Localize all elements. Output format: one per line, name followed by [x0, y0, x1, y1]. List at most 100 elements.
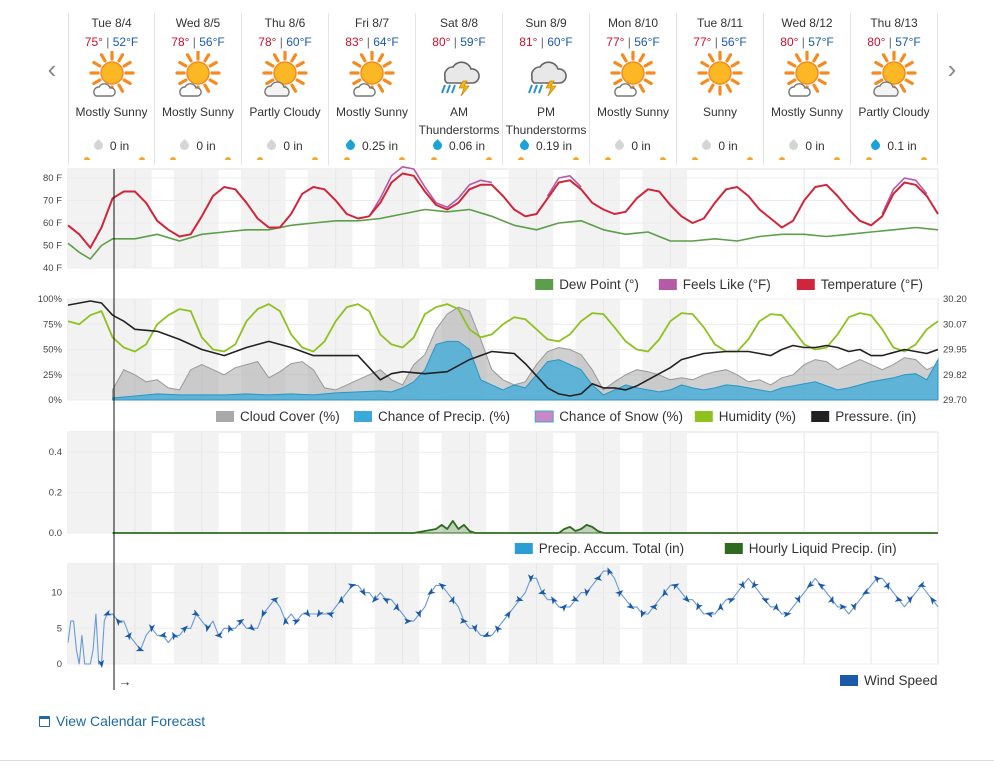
wind-direction-arrow [649, 604, 658, 611]
high-temp: 77° [693, 35, 712, 49]
sunny-icon [696, 50, 744, 99]
wind-direction-arrow [471, 623, 478, 633]
y-tick-label: 80 F [43, 173, 62, 184]
precip-amount: 0 in [764, 139, 850, 153]
day-column[interactable]: Thu 8/13 80° | 57°F Partly Cloudy 0.1 in [851, 13, 938, 165]
partly-cloudy-icon [870, 50, 918, 99]
wind-direction-arrow [482, 630, 492, 638]
precip-amount: 0 in [155, 139, 241, 153]
sunset-icon [747, 157, 753, 160]
temperature-range: 81° | 60°F [519, 35, 573, 49]
wind-direction-arrow [135, 645, 145, 652]
day-column[interactable]: Wed 8/5 78° | 56°F Mostly Sunny 0 in [155, 13, 242, 165]
chevron-left-icon[interactable]: ‹ [47, 54, 57, 84]
legend-swatch [514, 543, 533, 554]
y-tick-label: 0 [57, 659, 62, 670]
sunset-icon [486, 157, 492, 160]
wind-direction-arrow [448, 595, 455, 605]
condition-text: Partly Cloudy [858, 105, 930, 119]
condition: Mostly Sunny [764, 103, 850, 121]
legend-swatch [796, 279, 815, 290]
wind-direction-arrow [662, 588, 669, 598]
temperature-line [67, 172, 939, 249]
legend-swatch [840, 675, 858, 686]
daily-forecast-strip: Tue 8/4 75° | 52°F Mostly Sunny 0 in Wed 8/5… [68, 13, 938, 165]
y2-tick-label: 29.70 [943, 395, 967, 406]
night-band [575, 564, 621, 664]
wind-direction-arrow [382, 597, 391, 605]
day-column[interactable]: Wed 8/12 80° | 57°F Mostly Sunny 0 in [764, 13, 851, 165]
y-tick-label: 0.4 [49, 447, 62, 458]
wind-direction-arrow [459, 617, 468, 624]
wind-direction-arrow [261, 609, 268, 618]
y-tick-label: 50 F [43, 241, 62, 252]
legend-swatch [535, 279, 554, 290]
precip-amount: 0.06 in [416, 139, 502, 153]
high-temp: 80° [432, 35, 451, 49]
condition: Mostly Sunny [69, 103, 154, 121]
high-temp: 77° [606, 35, 625, 49]
sunset-icon [573, 157, 579, 160]
chance-precip-area [112, 340, 939, 401]
forecast-charts: 80 F 70 F 60 F 50 F 40 F Temperature (°F) Feel… [38, 166, 967, 690]
day-column[interactable]: Fri 8/7 83° | 64°F Mostly Sunny 0.25 in [329, 13, 416, 165]
wind-direction-arrow [761, 598, 770, 605]
wind-direction-arrow [115, 617, 124, 627]
sunset-icon [834, 157, 840, 160]
wind-direction-arrow [270, 597, 279, 604]
precip-amount: 0.19 in [503, 139, 589, 153]
legend-label: Chance of Snow (%) [559, 409, 683, 424]
precip-amount: 0 in [242, 139, 328, 153]
y-tick-label: 5 [57, 623, 62, 634]
wind-direction-arrow [205, 623, 212, 633]
wind-direction-arrow [415, 609, 421, 618]
wind-direction-arrow [862, 588, 871, 595]
sunrise-icon [84, 157, 90, 160]
chevron-right-icon[interactable]: › [947, 54, 957, 84]
pressure-line [67, 300, 939, 397]
wind-direction-arrow [103, 609, 112, 616]
wind-direction-arrow [180, 625, 188, 634]
condition: Partly Cloudy [851, 103, 937, 121]
wind-direction-arrow [326, 612, 335, 619]
sunrise-icon [431, 157, 437, 160]
sunset-icon [312, 157, 318, 160]
legend-label: Feels Like (°F) [683, 277, 771, 292]
wind-direction-arrow [783, 611, 792, 618]
condition: Mostly Sunny [590, 103, 676, 121]
high-temp: 80° [867, 35, 886, 49]
high-temp: 75° [84, 35, 103, 49]
view-calendar-forecast-link[interactable]: View Calendar Forecast [39, 713, 205, 729]
wind-direction-arrow [850, 602, 857, 611]
wind-direction-arrow [806, 580, 815, 588]
wind-direction-arrow [705, 612, 714, 618]
wind-direction-arrow [584, 588, 591, 597]
wind-direction-arrow [670, 583, 680, 590]
y-tick-label: 100% [38, 294, 63, 305]
y-tick-label: 60 F [43, 218, 62, 229]
wind-direction-arrow [338, 595, 345, 604]
wind-direction-arrow [751, 580, 759, 589]
day-column[interactable]: Mon 8/10 77° | 56°F Mostly Sunny 0 in [590, 13, 677, 165]
wind-direction-arrow [393, 602, 400, 612]
temperature-range: 80° | 59°F [432, 35, 486, 49]
day-column[interactable]: Sun 8/9 81° | 60°F PM Thunderstorms 0.19 in [503, 13, 590, 165]
wind-direction-arrow [191, 609, 200, 616]
high-temp: 83° [345, 35, 364, 49]
view-calendar-forecast-label[interactable]: View Calendar Forecast [56, 713, 206, 729]
legend-swatch [724, 543, 743, 554]
wind-direction-arrow [124, 632, 132, 641]
day-column[interactable]: Tue 8/4 75° | 52°F Mostly Sunny 0 in [68, 13, 155, 165]
thunderstorm-icon [435, 51, 483, 99]
day-column[interactable]: Thu 8/6 78° | 60°F Partly Cloudy 0 in [242, 13, 329, 165]
day-column[interactable]: Tue 8/11 77° | 56°F Sunny 0 in [677, 13, 764, 165]
night-band [240, 432, 286, 533]
legend-swatch [534, 410, 554, 423]
high-temp: 78° [171, 35, 190, 49]
precip-value: 0.1 in [887, 139, 917, 153]
mostly-sunny-icon [348, 50, 396, 99]
legend-swatch [216, 411, 234, 422]
legend-swatch [658, 279, 677, 290]
day-column[interactable]: Sat 8/8 80° | 59°F AM Thunderstorms 0.06 in [416, 13, 503, 165]
night-band [441, 432, 487, 533]
